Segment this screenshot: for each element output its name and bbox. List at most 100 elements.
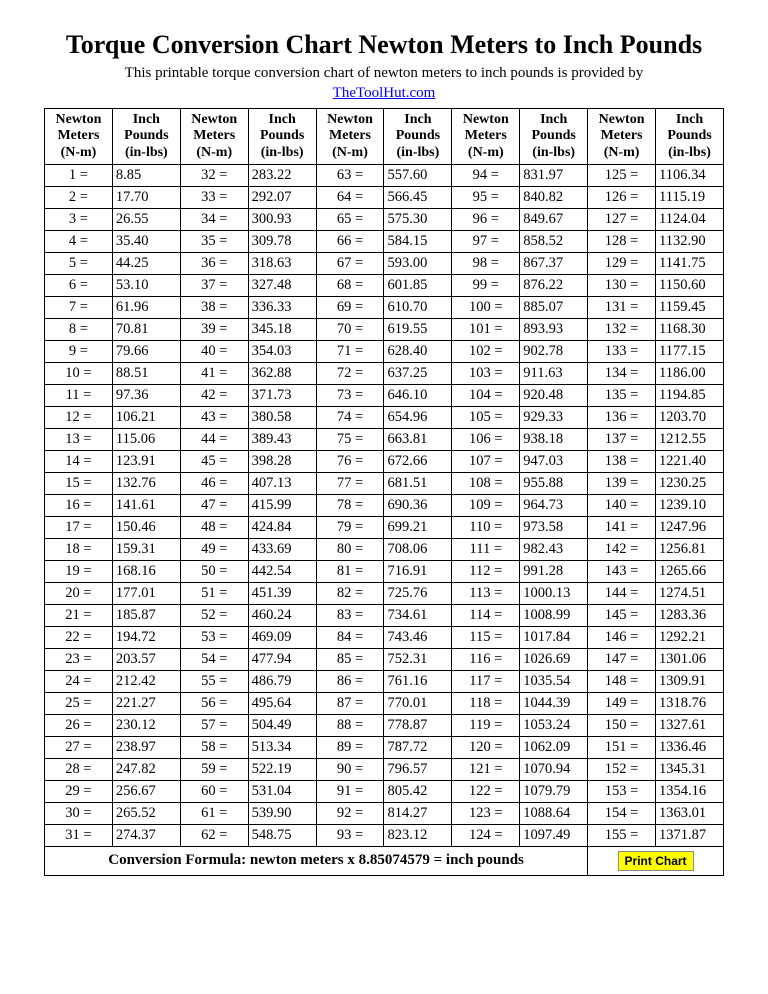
cell-nm: 8 = (45, 318, 113, 340)
cell-nm: 107 = (452, 450, 520, 472)
print-chart-button[interactable]: Print Chart (618, 851, 694, 871)
cell-nm: 41 = (180, 362, 248, 384)
table-row: 26 =230.1257 =504.4988 =778.87119 =1053.… (45, 714, 724, 736)
table-row: 20 =177.0151 =451.3982 =725.76113 =1000.… (45, 582, 724, 604)
cell-nm: 78 = (316, 494, 384, 516)
cell-nm: 25 = (45, 692, 113, 714)
cell-nm: 37 = (180, 274, 248, 296)
conversion-table: NewtonMeters(N-m) InchPounds(in-lbs) Newto… (44, 108, 724, 875)
col-header-il: InchPounds(in-lbs) (656, 109, 724, 164)
cell-inlbs: 115.06 (112, 428, 180, 450)
cell-inlbs: 840.82 (520, 186, 588, 208)
cell-inlbs: 132.76 (112, 472, 180, 494)
cell-inlbs: 1088.64 (520, 802, 588, 824)
cell-nm: 132 = (588, 318, 656, 340)
cell-nm: 100 = (452, 296, 520, 318)
cell-nm: 152 = (588, 758, 656, 780)
table-row: 22 =194.7253 =469.0984 =743.46115 =1017.… (45, 626, 724, 648)
cell-inlbs: 504.49 (248, 714, 316, 736)
cell-nm: 59 = (180, 758, 248, 780)
cell-inlbs: 44.25 (112, 252, 180, 274)
cell-nm: 97 = (452, 230, 520, 252)
cell-nm: 75 = (316, 428, 384, 450)
cell-inlbs: 177.01 (112, 582, 180, 604)
cell-nm: 43 = (180, 406, 248, 428)
cell-nm: 138 = (588, 450, 656, 472)
cell-inlbs: 451.39 (248, 582, 316, 604)
cell-nm: 136 = (588, 406, 656, 428)
cell-nm: 76 = (316, 450, 384, 472)
cell-nm: 62 = (180, 824, 248, 846)
cell-nm: 83 = (316, 604, 384, 626)
col-header-nm: NewtonMeters(N-m) (45, 109, 113, 164)
cell-inlbs: 513.34 (248, 736, 316, 758)
cell-inlbs: 601.85 (384, 274, 452, 296)
cell-nm: 104 = (452, 384, 520, 406)
cell-inlbs: 238.97 (112, 736, 180, 758)
table-row: 10 =88.5141 =362.8872 =637.25103 =911.63… (45, 362, 724, 384)
cell-inlbs: 1354.16 (656, 780, 724, 802)
table-row: 19 =168.1650 =442.5481 =716.91112 =991.2… (45, 560, 724, 582)
cell-nm: 47 = (180, 494, 248, 516)
cell-inlbs: 70.81 (112, 318, 180, 340)
table-row: 17 =150.4648 =424.8479 =699.21110 =973.5… (45, 516, 724, 538)
cell-nm: 65 = (316, 208, 384, 230)
cell-inlbs: 415.99 (248, 494, 316, 516)
cell-inlbs: 610.70 (384, 296, 452, 318)
cell-inlbs: 1044.39 (520, 692, 588, 714)
cell-inlbs: 35.40 (112, 230, 180, 252)
cell-inlbs: 593.00 (384, 252, 452, 274)
table-row: 28 =247.8259 =522.1990 =796.57121 =1070.… (45, 758, 724, 780)
table-row: 29 =256.6760 =531.0491 =805.42122 =1079.… (45, 780, 724, 802)
cell-nm: 137 = (588, 428, 656, 450)
cell-nm: 35 = (180, 230, 248, 252)
cell-inlbs: 539.90 (248, 802, 316, 824)
cell-inlbs: 1079.79 (520, 780, 588, 802)
cell-inlbs: 362.88 (248, 362, 316, 384)
cell-inlbs: 1203.70 (656, 406, 724, 428)
cell-inlbs: 309.78 (248, 230, 316, 252)
table-row: 3 =26.5534 =300.9365 =575.3096 =849.6712… (45, 208, 724, 230)
cell-inlbs: 831.97 (520, 164, 588, 186)
cell-nm: 52 = (180, 604, 248, 626)
cell-nm: 34 = (180, 208, 248, 230)
source-link[interactable]: TheToolHut.com (44, 85, 724, 102)
cell-inlbs: 424.84 (248, 516, 316, 538)
cell-nm: 72 = (316, 362, 384, 384)
col-header-nm: NewtonMeters(N-m) (180, 109, 248, 164)
cell-inlbs: 654.96 (384, 406, 452, 428)
cell-nm: 4 = (45, 230, 113, 252)
cell-inlbs: 1363.01 (656, 802, 724, 824)
cell-inlbs: 805.42 (384, 780, 452, 802)
cell-inlbs: 672.66 (384, 450, 452, 472)
cell-inlbs: 770.01 (384, 692, 452, 714)
cell-nm: 151 = (588, 736, 656, 758)
cell-inlbs: 1124.04 (656, 208, 724, 230)
table-row: 4 =35.4035 =309.7866 =584.1597 =858.5212… (45, 230, 724, 252)
cell-inlbs: 955.88 (520, 472, 588, 494)
cell-inlbs: 26.55 (112, 208, 180, 230)
cell-nm: 15 = (45, 472, 113, 494)
cell-inlbs: 1168.30 (656, 318, 724, 340)
cell-inlbs: 699.21 (384, 516, 452, 538)
cell-nm: 19 = (45, 560, 113, 582)
cell-inlbs: 1053.24 (520, 714, 588, 736)
cell-nm: 21 = (45, 604, 113, 626)
cell-nm: 145 = (588, 604, 656, 626)
cell-inlbs: 371.73 (248, 384, 316, 406)
cell-inlbs: 1371.87 (656, 824, 724, 846)
cell-nm: 61 = (180, 802, 248, 824)
cell-nm: 45 = (180, 450, 248, 472)
cell-nm: 77 = (316, 472, 384, 494)
table-row: 9 =79.6640 =354.0371 =628.40102 =902.781… (45, 340, 724, 362)
cell-inlbs: 743.46 (384, 626, 452, 648)
cell-inlbs: 752.31 (384, 648, 452, 670)
cell-nm: 102 = (452, 340, 520, 362)
cell-inlbs: 663.81 (384, 428, 452, 450)
cell-nm: 29 = (45, 780, 113, 802)
cell-nm: 28 = (45, 758, 113, 780)
cell-nm: 42 = (180, 384, 248, 406)
cell-nm: 56 = (180, 692, 248, 714)
cell-inlbs: 1247.96 (656, 516, 724, 538)
cell-nm: 16 = (45, 494, 113, 516)
